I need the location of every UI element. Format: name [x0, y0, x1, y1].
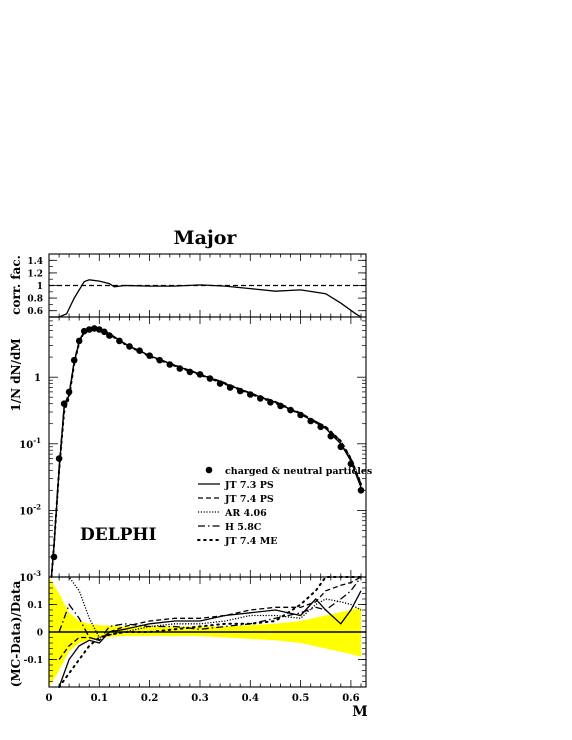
data-point: [357, 487, 365, 494]
y-tick-label: 0.8: [27, 295, 43, 305]
y-tick-label: 10-3: [19, 569, 41, 584]
legend-label: JT 7.4 ME: [224, 536, 277, 547]
x-tick-label: 0.4: [242, 693, 259, 704]
ratio-line-ar-4-06: [59, 576, 362, 639]
y-tick-label: -0.1: [24, 656, 43, 666]
ratio-line-h-5-8c: [58, 576, 362, 642]
legend-label: JT 7.4 PS: [224, 494, 274, 505]
y-tick-label: 10-2: [19, 502, 41, 517]
corr-fac-curve: [49, 279, 362, 318]
y-tick-label: 1: [34, 373, 41, 384]
legend-label: JT 7.3 PS: [224, 480, 274, 491]
legend-label: AR 4.06: [224, 508, 267, 519]
y-tick-label: 1.2: [27, 269, 43, 279]
x-axis-label: M: [352, 704, 368, 720]
panel-ylabel-ratio: (MC-Data)/Data: [9, 581, 23, 688]
legend-marker-data: [205, 466, 213, 474]
x-tick-label: 0.1: [91, 693, 108, 704]
y-tick-label: 1: [37, 282, 43, 292]
reference-lines-layer: [49, 284, 366, 633]
x-tick-label: 0.5: [292, 693, 309, 704]
y-tick-label: 1.4: [27, 257, 43, 267]
x-tick-label: 0.2: [141, 693, 158, 704]
distribution-line-jt-7-4-me: [50, 327, 362, 578]
distribution-line-jt-7-4-ps: [50, 327, 362, 578]
panel-ylabel-distribution: 1/N dN/dM: [9, 338, 23, 411]
y-tick-label: 0.1: [27, 601, 43, 611]
x-tick-label: 0: [46, 693, 53, 704]
series-layer: [49, 279, 365, 688]
y-tick-label: 0.6: [27, 307, 43, 317]
ratio-line-jt-7-4-me: [58, 576, 362, 688]
legend-label: H 5.8C: [225, 522, 262, 533]
chart-title: Major: [174, 227, 238, 249]
tick-layer: 0 0.1 0.2 0.3 0.4 0.5 0.6 0.6 0.8 1 1.2 1.4 -0.1 0 0.1…: [19, 253, 366, 704]
legend-label: charged & neutral particles: [225, 466, 372, 477]
legend: charged & neutral particles JT 7.3 PS JT 7…: [197, 466, 372, 547]
x-tick-label: 0.3: [191, 693, 208, 704]
y-tick-label: 10-1: [19, 436, 41, 451]
x-tick-label: 0.6: [342, 693, 359, 704]
panel-ylabel-corr-fac: corr. fac.: [9, 255, 23, 315]
experiment-label: DELPHI: [80, 525, 156, 545]
y-tick-label: 0: [37, 629, 43, 639]
